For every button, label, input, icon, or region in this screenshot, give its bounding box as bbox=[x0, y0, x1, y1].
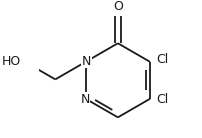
Text: O: O bbox=[113, 0, 123, 13]
Text: Cl: Cl bbox=[156, 93, 169, 106]
Text: N: N bbox=[82, 55, 91, 68]
Text: HO: HO bbox=[2, 55, 21, 68]
Text: Cl: Cl bbox=[156, 53, 169, 66]
Text: N: N bbox=[80, 93, 90, 106]
